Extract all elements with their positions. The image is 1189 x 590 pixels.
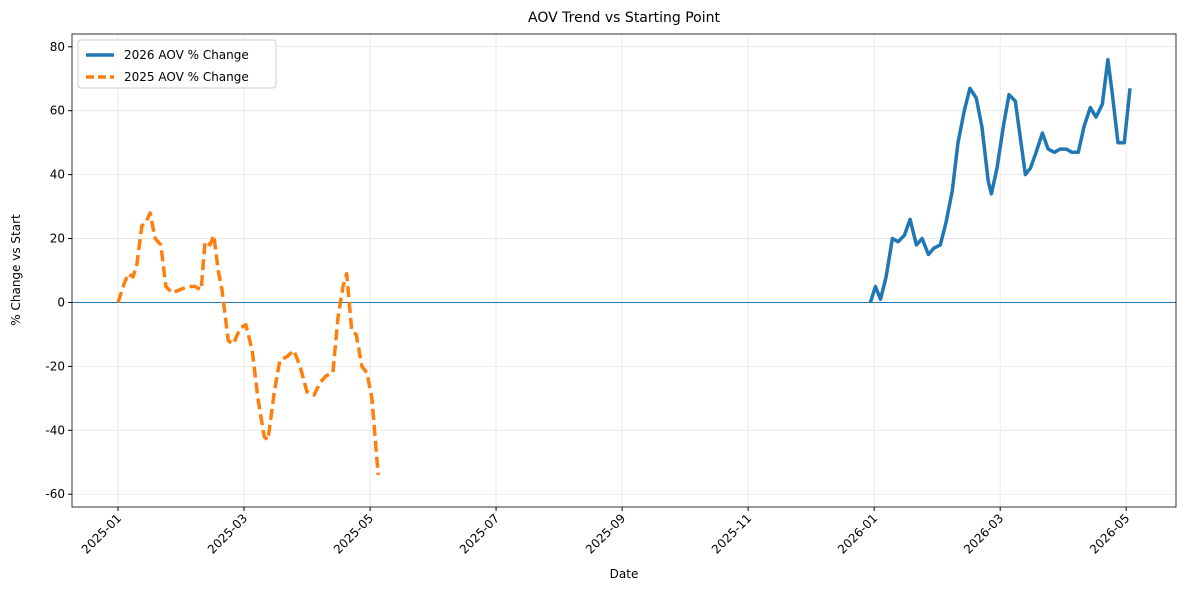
data-line [116,211,380,476]
y-tick-label: 0 [57,295,65,309]
y-axis-label: % Change vs Start [9,214,23,326]
y-tick-label: 80 [50,40,65,54]
y-tick-label: -40 [45,423,65,437]
chart-title: AOV Trend vs Starting Point [528,10,720,26]
y-tick-label: -20 [45,359,65,373]
y-tick-label: -60 [45,487,65,501]
y-tick-label: 40 [50,168,65,182]
data-line [868,57,1132,304]
legend-label: 2026 AOV % Change [124,48,249,62]
y-tick-label: 20 [50,232,65,246]
legend-box [77,39,277,89]
y-tick-label: 60 [50,104,65,118]
x-axis-label: Date [610,567,639,581]
legend-label: 2025 AOV % Change [124,70,249,84]
plot-frame [71,33,1177,508]
